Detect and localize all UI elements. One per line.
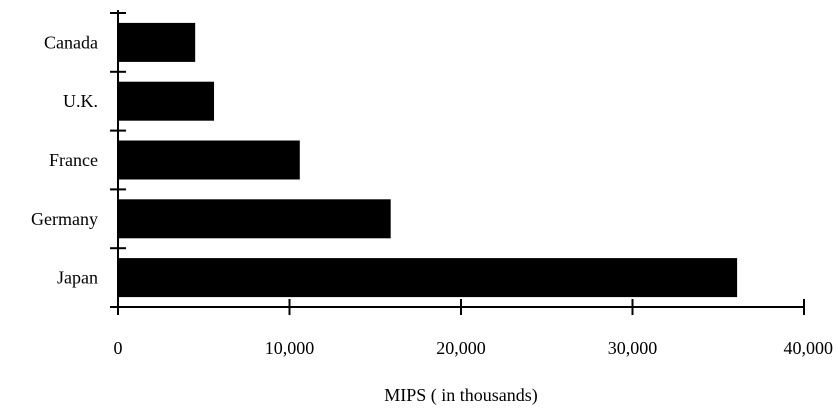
bar-germany <box>118 199 391 239</box>
x-tick-label: 20,000 <box>436 338 486 358</box>
y-ticks-group <box>110 12 126 308</box>
bar-uk <box>118 81 215 121</box>
category-label: Germany <box>31 209 98 229</box>
category-label: Japan <box>57 268 98 288</box>
category-label: U.K. <box>63 91 98 111</box>
x-tick-label: 10,000 <box>265 338 315 358</box>
x-tick-label: 40,000 <box>784 338 834 358</box>
bar-canada <box>118 22 196 62</box>
category-labels-group: Canada U.K. France Germany Japan <box>31 32 98 287</box>
x-tick-label: 0 <box>114 338 123 358</box>
category-label: Canada <box>44 32 98 52</box>
x-tick-label: 30,000 <box>608 338 658 358</box>
bar-france <box>118 140 300 180</box>
category-label: France <box>49 150 98 170</box>
x-axis-title: MIPS ( in thousands) <box>384 385 538 406</box>
bars-group <box>118 22 738 298</box>
x-tick-labels-group: 0 10,000 20,000 30,000 40,000 <box>114 338 834 358</box>
bar-japan <box>118 258 738 298</box>
x-ticks-group <box>117 299 805 315</box>
